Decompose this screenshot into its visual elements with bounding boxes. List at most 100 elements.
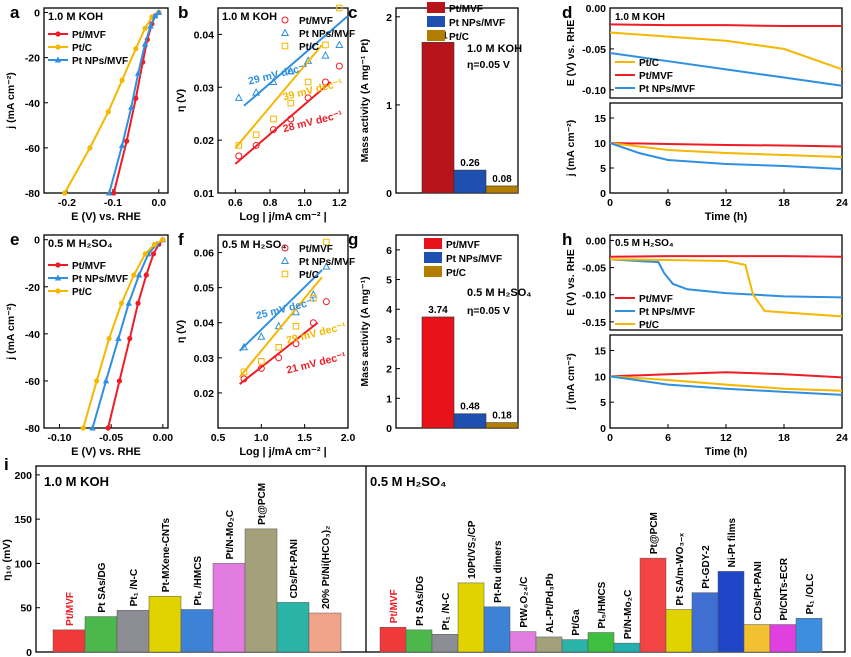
data-point-Pt/C xyxy=(287,99,295,107)
panel-f-frame xyxy=(217,234,349,429)
panel-label-e: e xyxy=(10,230,19,249)
data-point-Pt/MVF xyxy=(111,190,117,196)
panel-g-y-tick-label: 6 xyxy=(386,245,392,257)
panel-h-x-tick-label: 24 xyxy=(836,432,848,444)
panel-a-y-tick-label: -60 xyxy=(25,143,40,155)
panel-b-frame xyxy=(217,7,349,194)
fit-line-Pt NPs/MVF xyxy=(243,15,349,107)
panel-d-bottom-y-tick-label: 5 xyxy=(600,163,606,175)
bar-category-label: Pt-GDY-2 xyxy=(701,545,712,589)
data-point-Pt NPs/MVF xyxy=(286,66,295,75)
bar-category-label: 20% Pt/Ni(HCO₃)₂ xyxy=(321,525,332,609)
bar-value-label: 3.74 xyxy=(428,305,448,316)
legend-label-Pt/MVF: Pt/MVF xyxy=(446,240,480,251)
data-point-Pt NPs/MVF xyxy=(115,335,122,342)
data-point-Pt/C xyxy=(142,251,148,257)
panel-f-y-tick-label: 0.03 xyxy=(194,353,215,365)
panel-h-bottom-y-tick-label: 15 xyxy=(594,346,606,358)
data-point-Pt NPs/MVF xyxy=(322,262,331,270)
data-point-Pt/C xyxy=(119,77,125,83)
legend-swatch-Pt/C xyxy=(427,30,445,41)
panel-h-top-y-tick-label: 0.00 xyxy=(586,235,607,247)
bar-Pt₁ /N-C xyxy=(431,634,459,653)
panel-c-y-tick-label: 1 xyxy=(386,100,392,112)
panel-b-legend-label: Pt/C xyxy=(299,42,319,53)
panel-e-ylabel: j (mA cm⁻²) xyxy=(5,303,17,361)
panel-i-group-title: 0.5 M H₂SO₄ xyxy=(370,474,446,489)
panel-g-condition: 0.5 M H₂SO₄ xyxy=(467,287,532,299)
data-point-Pt/MVF xyxy=(133,95,139,101)
data-point-Pt NPs/MVF xyxy=(128,103,135,110)
bar-category-label: Pt₁ /N-C xyxy=(441,593,452,630)
panel-d-top-y-tick-label: -0.10 xyxy=(582,85,606,97)
bar-category-label: Pt/MVF xyxy=(389,589,400,623)
bar-20% Pt/Ni(HCO₃)₂ xyxy=(308,612,342,653)
legend-swatch-Pt/MVF xyxy=(424,238,442,249)
data-point-Pt/C xyxy=(87,145,93,151)
panel-h-bottom-y-tick-label: 0 xyxy=(600,423,606,435)
bar-AL-Pt/Pd₃Pb xyxy=(535,636,563,653)
panel-f-legend-label: Pt/C xyxy=(299,270,319,281)
bar-PtW₆O₂₄/C xyxy=(509,631,537,653)
panel-h-top-y-tick-label: -0.10 xyxy=(582,290,606,302)
panel-f-ylabel: η (V) xyxy=(175,320,187,343)
panel-h-bottom-ylabel: j (mA cm⁻²) xyxy=(565,353,577,411)
panel-h-x-tick-label: 12 xyxy=(720,432,732,444)
data-point-Pt/C xyxy=(94,378,100,384)
panel-b-legend-label: Pt/MVF xyxy=(299,16,333,27)
series-line-Pt/C xyxy=(609,31,843,71)
bar-Pt/N-Mo₂C xyxy=(212,563,246,653)
panel-g-y-tick-label: 3 xyxy=(386,334,392,346)
panel-e-legend-marker xyxy=(55,262,61,268)
bar-category-label: Pt-Ru dimers xyxy=(493,540,504,603)
panel-f-y-tick-label: 0.05 xyxy=(194,283,215,295)
panel-h-top-y-tick-label: -0.15 xyxy=(582,317,606,329)
bar-Pt/MVF xyxy=(421,316,455,429)
bar-value-label: 0.48 xyxy=(460,402,480,413)
panel-e-x-tick-label: -0.10 xyxy=(48,432,72,444)
panel-h-legend-label: Pt/MVF xyxy=(639,294,673,305)
panel-e-legend-marker xyxy=(54,274,62,281)
bar-Pt/Ga xyxy=(561,639,589,653)
series-line-Pt/C xyxy=(609,258,843,318)
data-point-Pt NPs/MVF xyxy=(125,299,132,306)
panel-i-group-title: 1.0 M KOH xyxy=(44,474,109,489)
series-line-Pt NPs/MVF xyxy=(609,52,843,87)
panel-h-top-frame xyxy=(609,234,843,331)
panel-a-legend-label: Pt/C xyxy=(72,43,92,54)
panel-a-frame xyxy=(43,7,169,194)
panel-a-legend-marker xyxy=(55,31,61,37)
panel-h-legend-label: Pt NPs/MVF xyxy=(639,307,695,318)
data-point-Pt/MVF xyxy=(124,138,130,144)
data-point-Pt/C xyxy=(336,4,343,12)
bar-value-label: 0.26 xyxy=(460,158,480,169)
panel-label-a: a xyxy=(10,3,20,22)
panel-h-x-tick-label: 0 xyxy=(607,432,613,444)
panel-a-legend-marker xyxy=(55,44,61,50)
panel-b-legend-marker xyxy=(280,28,290,36)
panel-c-y-tick-label: 0 xyxy=(386,188,392,200)
panel-g-ylabel: Mass activity (A mg⁻¹) xyxy=(359,276,371,386)
slope-annotation: 25 mV dec⁻¹ xyxy=(255,296,318,323)
bar-Pt-Ru dimers xyxy=(483,606,511,653)
panel-b-legend-marker xyxy=(281,16,289,24)
bar-Pt-MXene-CNTs xyxy=(148,595,182,653)
panel-e-y-tick-label: 0 xyxy=(34,235,40,247)
bar-category-label: AL-Pt/Pd₃Pb xyxy=(545,573,556,633)
slope-annotation: 28 mV dec⁻¹ xyxy=(282,109,345,136)
data-point-Pt/C xyxy=(304,78,312,86)
panel-g-y-tick-label: 1 xyxy=(386,393,392,405)
bar-category-label: Pt-MXene-CNTs xyxy=(161,517,172,592)
bar-category-label: Pt@PCM xyxy=(649,512,660,554)
panel-d-bottom-y-tick-label: 15 xyxy=(594,113,606,125)
panel-i-y-tick-label: 100 xyxy=(14,558,32,570)
data-point-Pt/C xyxy=(310,294,317,302)
panel-d-xlabel: Time (h) xyxy=(705,211,748,223)
series-line-Pt/MVF xyxy=(609,142,843,148)
panel-g-y-tick-label: 2 xyxy=(386,364,392,376)
bar-value-label: 0.18 xyxy=(492,411,512,422)
panel-e-condition: 0.5 M H₂SO₄ xyxy=(48,238,113,250)
legend-label-Pt/C: Pt/C xyxy=(449,32,469,43)
data-point-Pt/C xyxy=(131,272,137,278)
panel-b-y-tick-label: 0.04 xyxy=(194,29,215,41)
